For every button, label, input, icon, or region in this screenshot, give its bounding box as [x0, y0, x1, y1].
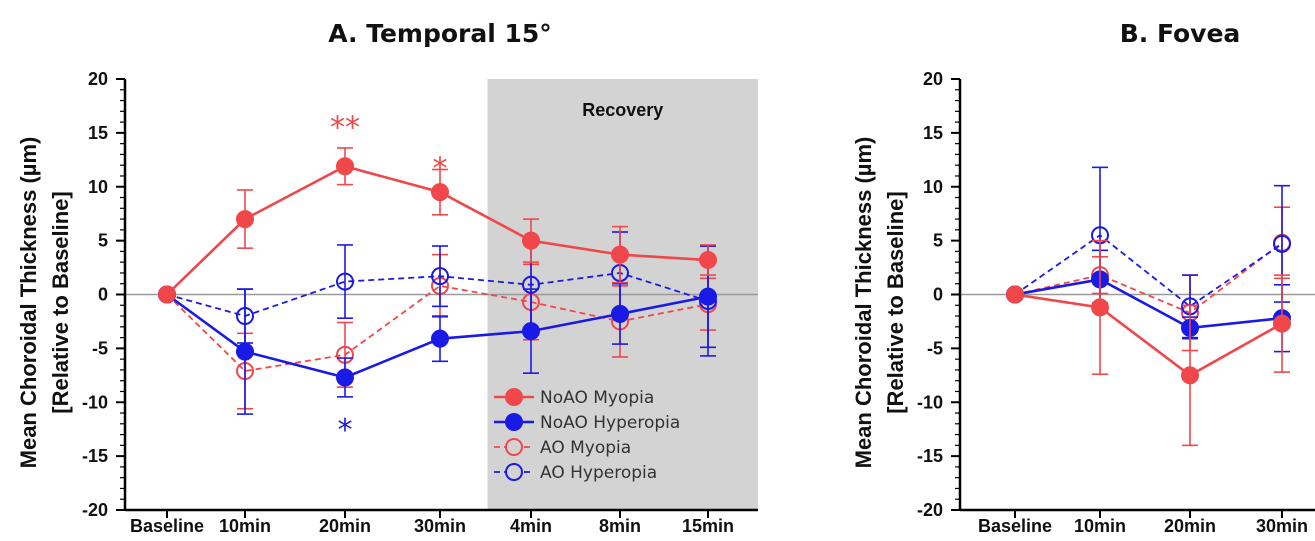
- legend-label: NoAO Hyperopia: [540, 413, 680, 433]
- legend-marker: [505, 413, 523, 431]
- y-tick-label: -5: [92, 338, 108, 358]
- y-tick-label: -5: [927, 338, 943, 358]
- x-tick-label: 10min: [1074, 516, 1126, 536]
- x-tick-label: 20min: [1164, 516, 1216, 536]
- data-point: [336, 157, 354, 176]
- x-tick-label: Baseline: [130, 516, 204, 536]
- y-tick-label: 5: [933, 231, 943, 251]
- data-point: [236, 342, 254, 361]
- data-point: [522, 231, 540, 250]
- data-point: [1181, 366, 1199, 385]
- data-point: [1006, 285, 1024, 304]
- data-point: [1273, 234, 1291, 253]
- y-tick-label: -20: [82, 500, 108, 520]
- data-point: [431, 183, 449, 202]
- y-tick-label: 20: [923, 69, 943, 89]
- x-tick-label: 10min: [219, 516, 271, 536]
- legend-marker: [505, 388, 523, 406]
- y-axis-label-sub: [Relative to Baseline]: [48, 191, 73, 414]
- data-point: [522, 322, 540, 341]
- y-tick-label: 10: [923, 177, 943, 197]
- recovery-label: Recovery: [582, 100, 663, 120]
- legend-marker: [505, 438, 523, 456]
- y-tick-label: -20: [917, 500, 943, 520]
- series-line-ao-myopia: [1014, 242, 1283, 314]
- y-tick-label: 0: [98, 285, 108, 305]
- chart-title: A. Temporal 15°: [328, 19, 552, 48]
- x-tick-label: Baseline: [978, 516, 1052, 536]
- y-tick-label: -10: [917, 392, 943, 412]
- x-tick-label: 30min: [1256, 516, 1308, 536]
- series-line-ao-hyperopia: [1014, 234, 1283, 308]
- data-point: [431, 329, 449, 348]
- data-point: [236, 210, 254, 229]
- panel-temporal: A. Temporal 15° Recovery Mean Choroidal Th…: [16, 19, 758, 536]
- data-point: [699, 287, 717, 306]
- legend-label: AO Myopia: [540, 438, 631, 458]
- y-tick-label: -15: [917, 446, 943, 466]
- data-point: [336, 272, 354, 291]
- legend-marker: [505, 463, 523, 481]
- y-tick-label: 20: [88, 69, 108, 89]
- significance-marker: *: [433, 151, 448, 186]
- y-axis-label: Mean Choroidal Thickness (µm): [16, 137, 41, 469]
- series-line-noao-hyperopia: [1014, 278, 1283, 330]
- significance-marker: **: [330, 110, 360, 145]
- y-tick-label: -10: [82, 392, 108, 412]
- y-axis-label: Mean Choroidal Thickness (µm): [851, 137, 876, 469]
- significance-marker: *: [338, 413, 353, 448]
- y-tick-label: -15: [82, 446, 108, 466]
- y-tick-label: 0: [933, 285, 943, 305]
- y-tick-label: 15: [923, 123, 943, 143]
- y-tick-label: 10: [88, 177, 108, 197]
- data-point: [611, 245, 629, 264]
- x-tick-label: 30min: [414, 516, 466, 536]
- y-axis-label-sub: [Relative to Baseline]: [883, 191, 908, 414]
- y-tick-label: 5: [98, 231, 108, 251]
- data-point: [1091, 298, 1109, 317]
- data-point: [1273, 314, 1291, 333]
- data-point: [336, 368, 354, 387]
- y-tick-label: 15: [88, 123, 108, 143]
- x-tick-label: 20min: [319, 516, 371, 536]
- x-tick-label: 8min: [599, 516, 641, 536]
- chart-title: B. Fovea: [1120, 19, 1241, 48]
- legend-label: AO Hyperopia: [540, 463, 657, 483]
- panel-fovea: B. Fovea Mean Choroidal Thickness (µm) [Re…: [851, 19, 1315, 536]
- series-line-noao-myopia: [1014, 293, 1283, 377]
- data-point: [611, 304, 629, 323]
- data-point: [431, 267, 449, 286]
- x-tick-label: 15min: [682, 516, 734, 536]
- data-point: [699, 251, 717, 270]
- legend-label: NoAO Myopia: [540, 388, 654, 408]
- data-point: [158, 285, 176, 304]
- x-tick-label: 4min: [510, 516, 552, 536]
